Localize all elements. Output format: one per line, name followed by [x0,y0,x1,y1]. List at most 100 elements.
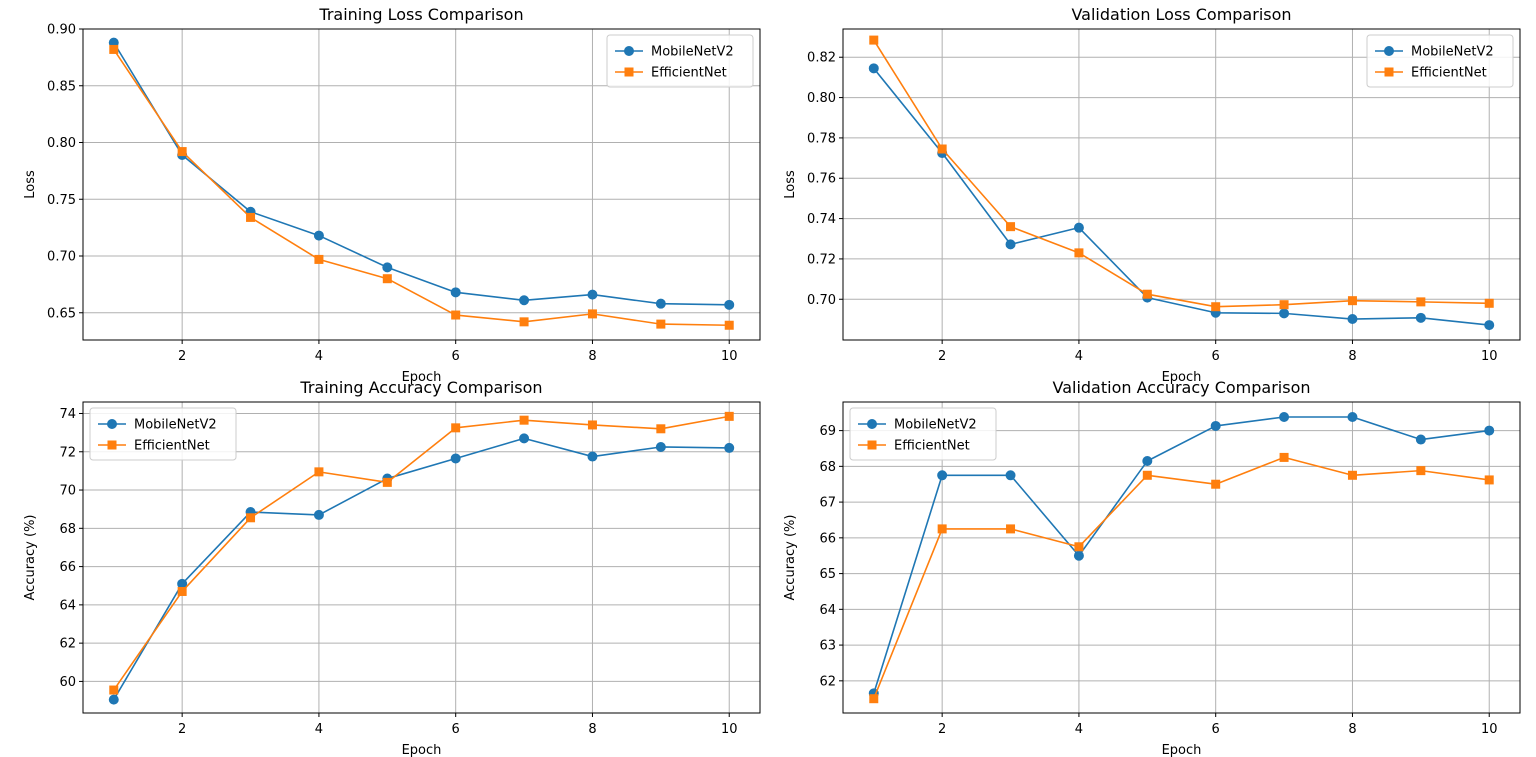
data-point-mobilenetv2 [1415,312,1426,323]
y-tick-label: 63 [819,639,836,654]
legend-box [849,407,997,461]
x-tick-label: 2 [178,349,186,364]
data-point-mobilenetv2 [519,295,530,306]
data-point-efficientnet [1211,302,1221,312]
data-point-mobilenetv2 [1073,550,1084,561]
legend-marker [867,440,877,450]
data-point-efficientnet [246,513,256,523]
legend: MobileNetV2 EfficientNet [1366,34,1514,88]
legend-label: EfficientNet [651,66,727,81]
x-tick-label: 6 [452,722,460,737]
data-point-mobilenetv2 [655,298,666,309]
data-point-efficientnet [869,35,879,45]
x-tick-label: 10 [721,349,738,364]
series-line-mobilenetv2 [113,437,730,701]
legend-label: MobileNetV2 [651,45,734,60]
y-tick-label: 0.70 [47,250,76,265]
data-point-efficientnet [1074,542,1084,552]
y-tick-label: 64 [819,603,836,618]
data-point-mobilenetv2 [587,451,598,462]
data-point-efficientnet [587,309,597,319]
series-line-mobilenetv2 [113,42,730,306]
legend: MobileNetV2 EfficientNet [89,407,237,461]
data-point-mobilenetv2 [1484,320,1495,331]
data-point-efficientnet [1347,470,1357,480]
data-point-mobilenetv2 [1347,314,1358,325]
x-tick-label: 4 [1075,722,1083,737]
chart-panel-1: 2 4 6 8 10 0.65 0.70 0.75 0.80 0.85 0.90 Training L… [23,5,761,385]
y-tick-label: 66 [819,531,836,546]
y-tick-label: 0.70 [807,293,836,308]
data-point-efficientnet [177,586,187,596]
series-line-efficientnet [873,456,1490,699]
data-point-efficientnet [1074,248,1084,258]
y-tick-label: 0.78 [807,131,836,146]
series-line-efficientnet [113,415,730,691]
data-point-efficientnet [1484,298,1494,308]
y-tick-label: 0.80 [807,91,836,106]
data-point-efficientnet [314,254,324,264]
legend-label: MobileNetV2 [134,418,217,433]
y-axis-label: Accuracy (%) [23,515,38,601]
series-line-efficientnet [873,39,1490,308]
y-tick-label: 68 [819,460,836,475]
x-tick-label: 6 [1212,349,1220,364]
legend-marker [624,46,634,56]
x-tick-label: 6 [452,349,460,364]
y-tick-label: 68 [59,522,76,537]
data-point-mobilenetv2 [519,433,530,444]
x-tick-label: 8 [1348,349,1356,364]
data-point-efficientnet [587,420,597,430]
data-point-efficientnet [869,694,879,704]
y-tick-label: 74 [59,407,76,422]
x-axis-label: Epoch [402,370,442,385]
x-tick-label: 4 [315,722,323,737]
data-point-mobilenetv2 [313,230,324,241]
x-tick-label: 4 [315,349,323,364]
data-point-efficientnet [109,685,119,695]
chart-title: Validation Accuracy Comparison [1052,378,1310,397]
x-tick-label: 10 [721,722,738,737]
data-point-mobilenetv2 [724,299,735,310]
data-point-mobilenetv2 [313,509,324,520]
y-tick-label: 0.72 [807,252,836,267]
data-point-efficientnet [1416,297,1426,307]
data-point-efficientnet [1279,452,1289,462]
y-tick-label: 65 [819,567,836,582]
data-point-efficientnet [1142,289,1152,299]
data-point-efficientnet [314,467,324,477]
y-tick-label: 0.76 [807,172,836,187]
chart-title: Training Accuracy Comparison [299,378,542,397]
legend-label: MobileNetV2 [894,418,977,433]
y-axis-label: Loss [783,170,798,199]
y-tick-label: 70 [59,484,76,499]
x-tick-label: 2 [938,349,946,364]
data-point-efficientnet [937,144,947,154]
axes-frame [82,28,761,341]
data-point-efficientnet [1006,222,1016,232]
data-point-mobilenetv2 [450,453,461,464]
chart-title: Training Loss Comparison [318,5,523,24]
data-point-efficientnet [382,274,392,284]
x-tick-label: 8 [588,722,596,737]
data-point-mobilenetv2 [1005,239,1016,250]
x-axis-label: Epoch [402,743,442,757]
legend-marker [1384,46,1394,56]
x-tick-label: 2 [938,722,946,737]
data-point-mobilenetv2 [937,470,948,481]
data-point-efficientnet [1006,524,1016,534]
data-point-efficientnet [656,424,666,434]
legend-marker [107,419,117,429]
y-tick-label: 62 [819,674,836,689]
axes-frame [82,401,761,714]
legend-box [89,407,237,461]
legend-label: EfficientNet [134,439,210,454]
data-point-mobilenetv2 [868,63,879,74]
x-tick-label: 4 [1075,349,1083,364]
y-tick-label: 67 [819,496,836,511]
x-tick-label: 10 [1481,722,1498,737]
y-tick-label: 0.74 [807,212,836,227]
y-tick-label: 62 [59,637,76,652]
